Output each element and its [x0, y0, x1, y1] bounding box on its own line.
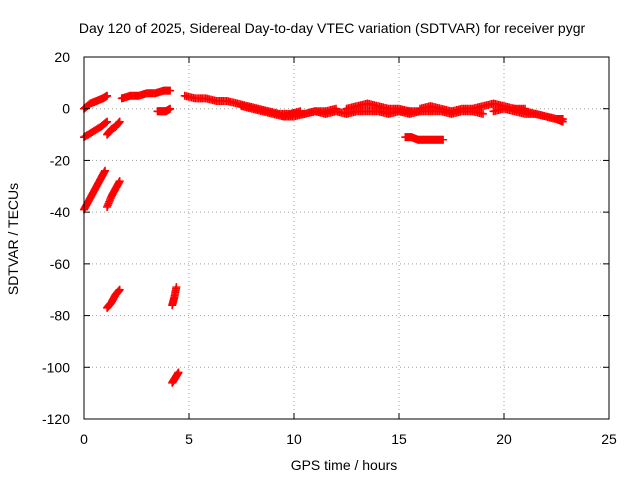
data-point — [479, 109, 487, 118]
x-tick-label: 25 — [601, 431, 617, 447]
y-tick-label: 20 — [54, 49, 70, 65]
data-point — [166, 104, 175, 113]
y-tick-label: 0 — [62, 101, 70, 117]
series-arc-10 — [153, 104, 175, 116]
y-tick-label: -80 — [50, 308, 70, 324]
data-point — [558, 117, 567, 126]
series-arc-5 — [103, 177, 124, 211]
x-tick-label: 5 — [185, 431, 193, 447]
y-axis-label: SDTVAR / TECUs — [5, 183, 21, 295]
series-arc-3 — [103, 117, 124, 139]
data-point — [439, 135, 448, 144]
series-arc-2 — [80, 117, 112, 142]
series-arc-19 — [401, 133, 448, 144]
series-arc-18 — [510, 104, 567, 126]
data-point — [103, 91, 112, 100]
axis-ticks: 0 5 10 15 20 25 20 0 -20 -40 -60 -80 -100 -120 — [42, 49, 617, 447]
y-tick-label: -100 — [42, 359, 70, 375]
series-arc-4 — [80, 166, 109, 214]
plot-frame — [83, 56, 610, 420]
data-point — [115, 285, 124, 294]
data-point — [115, 177, 124, 186]
data-point — [103, 117, 112, 126]
data-point — [101, 166, 109, 175]
data-marks — [80, 86, 567, 387]
y-tick-label: -40 — [50, 204, 70, 220]
x-axis-label: GPS time / hours — [291, 457, 398, 473]
data-point — [115, 117, 124, 126]
series-arc-7 — [168, 283, 181, 310]
chart-title: Day 120 of 2025, Sidereal Day-to-day VTE… — [79, 20, 586, 36]
y-tick-label: -120 — [42, 411, 70, 427]
y-tick-label: -20 — [50, 152, 70, 168]
y-tick-label: -60 — [50, 256, 70, 272]
series-arc-8 — [168, 368, 183, 387]
series-arc-6 — [103, 285, 124, 312]
x-tick-label: 0 — [80, 431, 88, 447]
data-point — [174, 368, 183, 377]
x-tick-label: 20 — [496, 431, 512, 447]
x-tick-label: 15 — [391, 431, 407, 447]
series-arc-1 — [80, 91, 112, 113]
x-tick-label: 10 — [286, 431, 302, 447]
data-point — [172, 283, 181, 292]
data-point — [166, 86, 175, 95]
data-point — [102, 118, 111, 127]
series-arc-9 — [117, 86, 175, 103]
